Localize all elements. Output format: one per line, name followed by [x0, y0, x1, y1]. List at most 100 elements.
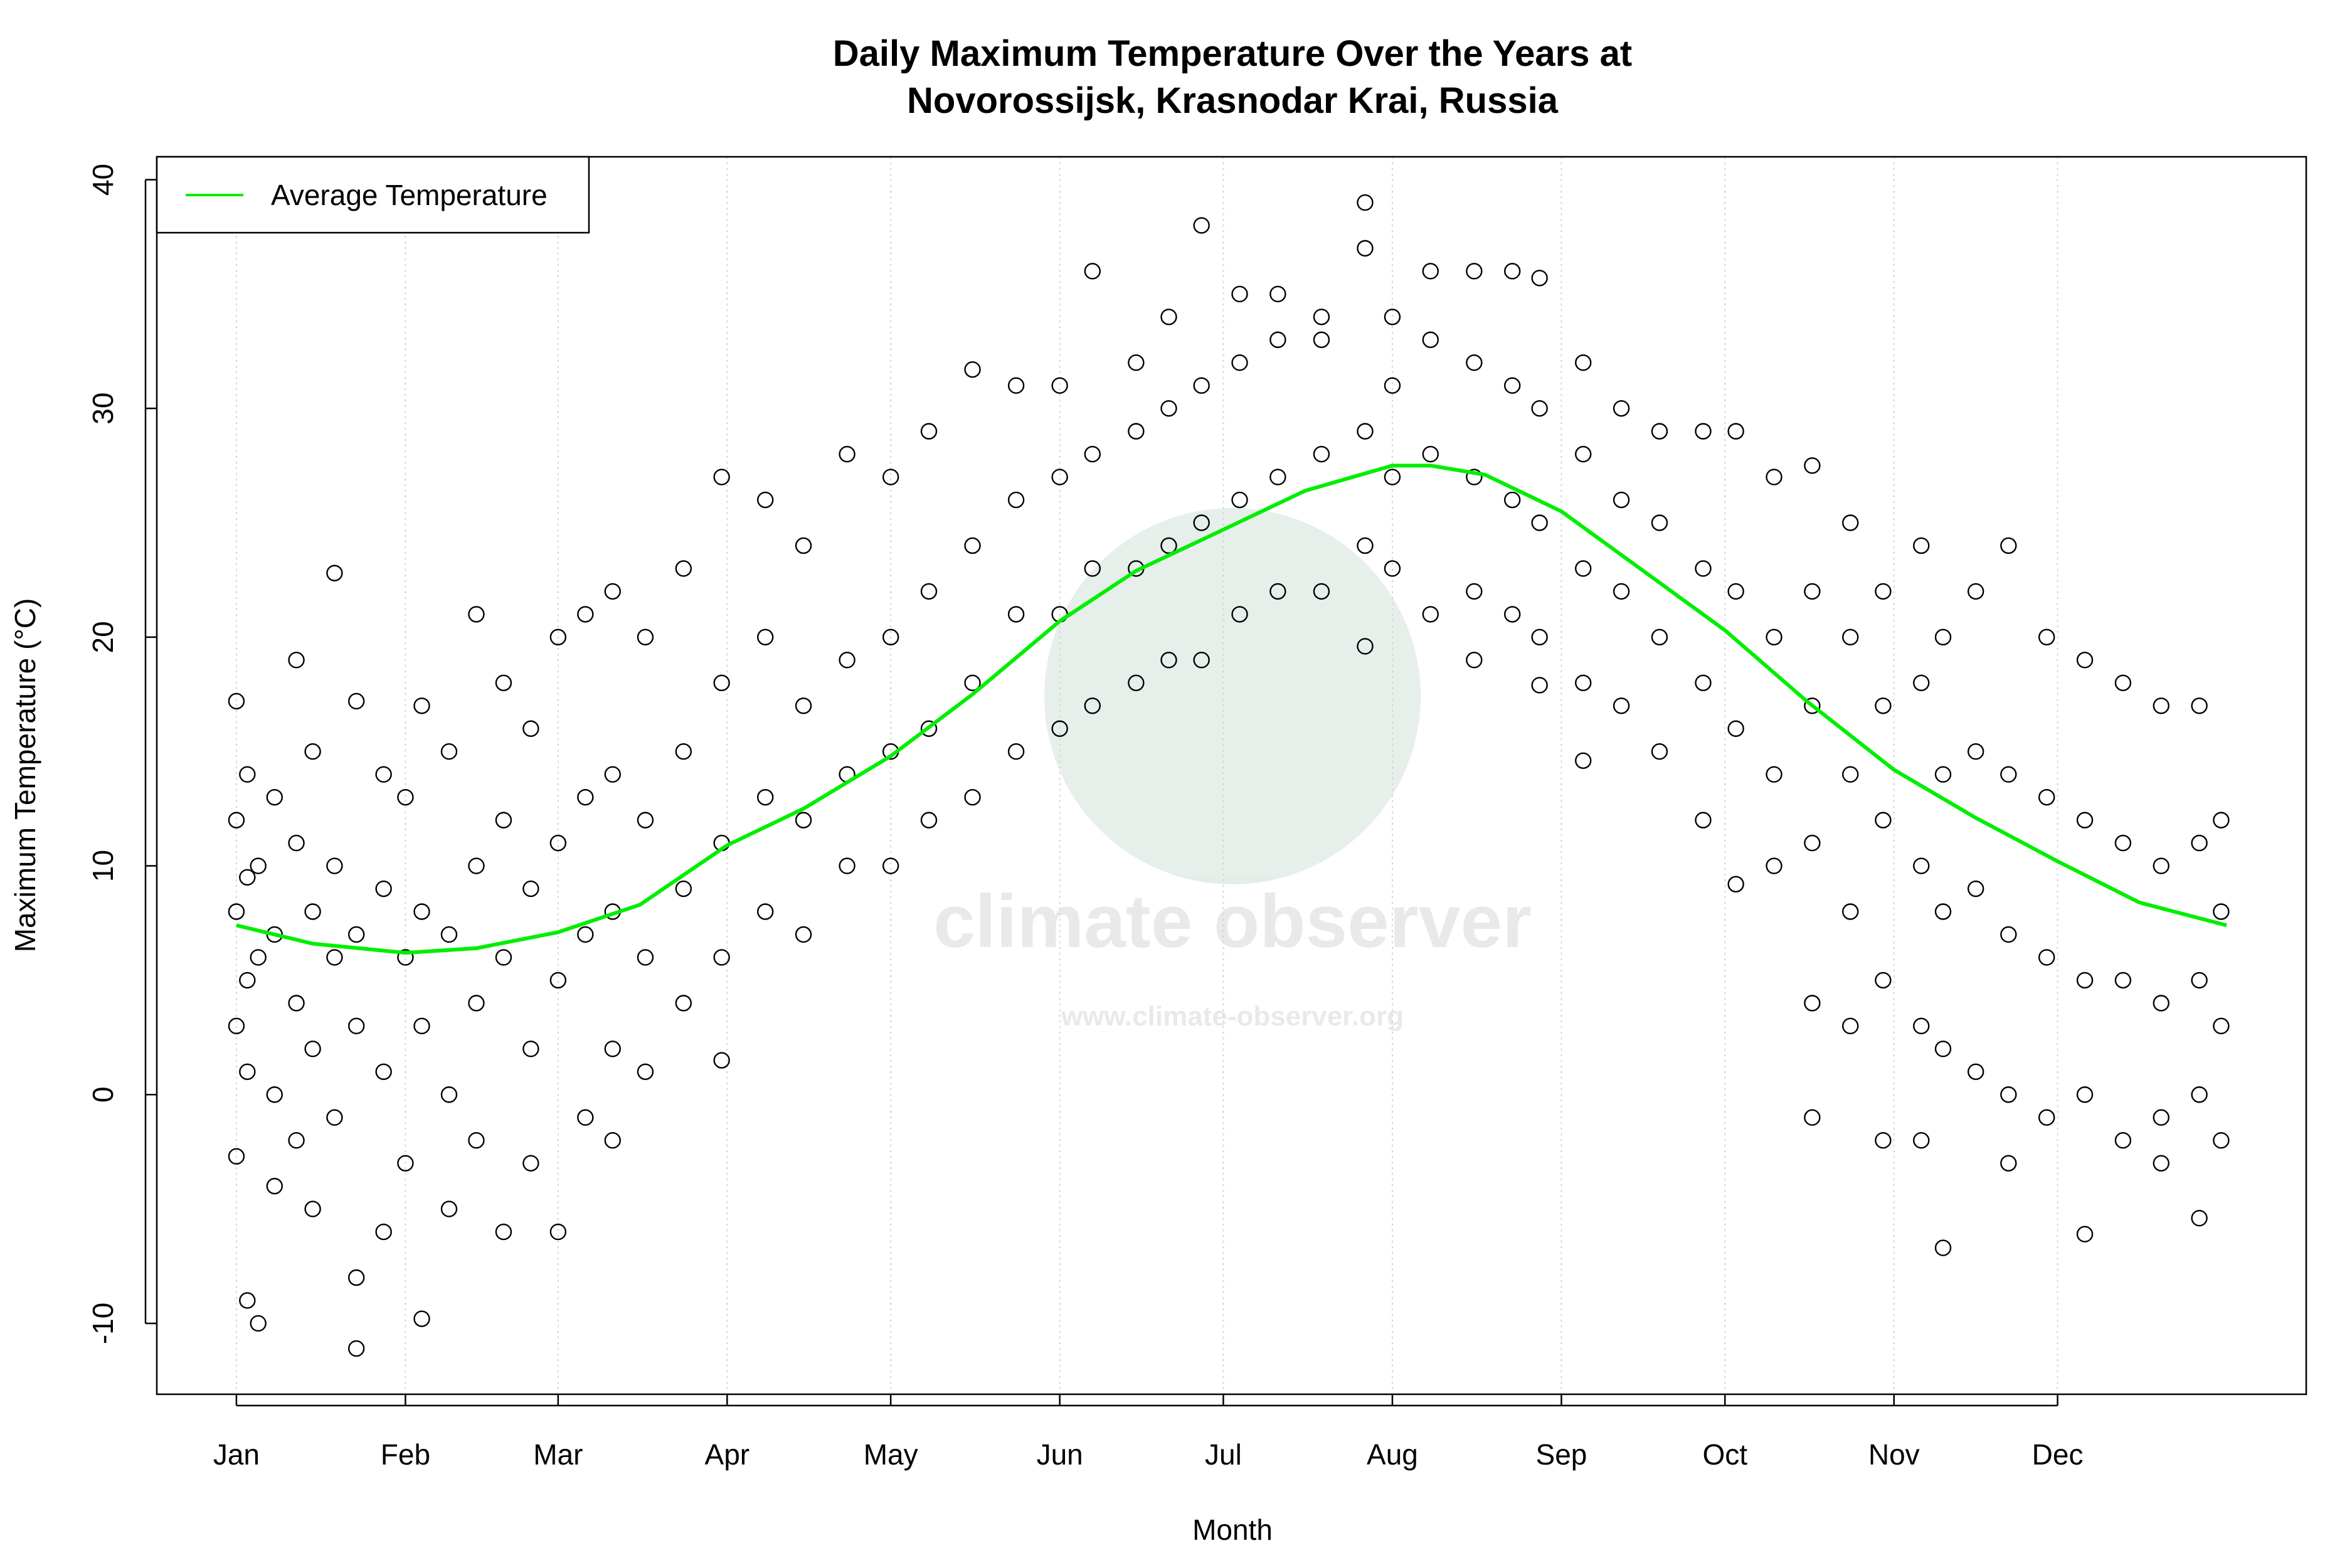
data-point: [1651, 628, 1668, 646]
x-tick-label: Jul: [1205, 1438, 1242, 1471]
data-point: [1466, 263, 1483, 280]
data-point: [1193, 217, 1210, 234]
x-tick-label: Dec: [2032, 1438, 2084, 1471]
data-point: [1504, 263, 1521, 280]
x-tick-label: May: [864, 1438, 918, 1471]
data-point: [637, 1063, 654, 1080]
data-point: [304, 1041, 321, 1057]
data-point: [1531, 400, 1548, 417]
data-point: [1269, 331, 1286, 348]
data-point: [228, 903, 245, 920]
data-point: [920, 720, 938, 737]
data-point: [347, 926, 365, 943]
x-tick-label: Mar: [533, 1438, 583, 1471]
data-point: [1875, 972, 1892, 989]
data-point: [375, 880, 392, 898]
data-point: [1575, 354, 1592, 371]
data-point: [1051, 469, 1068, 485]
data-point: [1727, 876, 1744, 893]
data-point: [1051, 720, 1068, 737]
data-point: [795, 812, 812, 829]
data-point: [2076, 972, 2094, 989]
data-point: [839, 445, 856, 463]
data-point: [1613, 697, 1630, 714]
data-point: [2153, 697, 2169, 714]
x-tick-label: Apr: [705, 1438, 750, 1471]
data-point: [1842, 1017, 1859, 1035]
data-point: [266, 1177, 283, 1195]
data-point: [920, 812, 938, 829]
watermark-logo: [1044, 508, 1421, 884]
data-point: [675, 560, 692, 577]
data-point: [1651, 514, 1668, 531]
data-point: [1613, 491, 1630, 509]
data-point: [1695, 812, 1712, 829]
y-tick-label: 30: [87, 393, 119, 425]
data-point: [1651, 743, 1668, 760]
data-point: [1804, 457, 1821, 474]
x-tick-label: Feb: [381, 1438, 430, 1471]
data-point: [2038, 628, 2055, 646]
data-point: [1357, 423, 1374, 440]
data-point: [1160, 309, 1177, 326]
data-point: [882, 857, 899, 874]
y-tick-label: 20: [87, 621, 119, 653]
data-point: [1084, 697, 1101, 714]
data-point: [440, 743, 458, 760]
data-point: [228, 812, 245, 829]
x-tick-label: Aug: [1367, 1438, 1418, 1471]
data-point: [1875, 697, 1892, 714]
data-point: [522, 1155, 539, 1172]
data-point: [1695, 674, 1712, 691]
data-point: [1357, 240, 1374, 257]
data-point: [1231, 354, 1248, 371]
data-point: [326, 857, 343, 874]
data-point: [1875, 1131, 1892, 1149]
data-point: [2153, 995, 2169, 1012]
data-point: [1084, 445, 1101, 463]
data-point: [2038, 1109, 2055, 1126]
data-point: [1531, 270, 1548, 287]
data-point: [1842, 766, 1859, 783]
data-point: [1313, 331, 1330, 348]
data-point: [468, 995, 485, 1012]
data-point: [1695, 560, 1712, 577]
data-point: [964, 788, 981, 806]
data-point: [1422, 606, 1439, 623]
data-point: [1193, 514, 1210, 531]
data-point: [1934, 1041, 1952, 1057]
data-point: [964, 361, 981, 378]
data-point: [1575, 674, 1592, 691]
data-point: [1313, 583, 1330, 600]
data-point: [1269, 469, 1286, 485]
data-point: [288, 652, 305, 669]
data-point: [713, 469, 730, 485]
data-point: [1128, 423, 1145, 440]
data-point: [604, 1041, 621, 1057]
data-point: [1575, 445, 1592, 463]
data-point: [2191, 972, 2208, 989]
data-point: [1967, 743, 1984, 760]
data-point: [2114, 674, 2132, 691]
data-point: [1051, 377, 1068, 394]
data-point: [839, 652, 856, 669]
legend-label: Average Temperature: [271, 179, 548, 211]
data-point: [1613, 583, 1630, 600]
x-tick-label: Oct: [1702, 1438, 1747, 1471]
data-point: [757, 788, 774, 806]
data-point: [1422, 331, 1439, 348]
data-point: [304, 1200, 321, 1217]
data-point: [1007, 743, 1025, 760]
data-point: [549, 1223, 567, 1241]
legend: Average Temperature: [156, 156, 590, 234]
data-point: [1466, 469, 1483, 485]
data-point: [347, 1269, 365, 1286]
data-point: [1967, 880, 1984, 898]
data-point: [795, 537, 812, 554]
data-point: [468, 857, 485, 874]
data-point: [2000, 1086, 2017, 1103]
data-point: [440, 1200, 458, 1217]
data-point: [1357, 638, 1374, 655]
data-point: [440, 1086, 458, 1103]
